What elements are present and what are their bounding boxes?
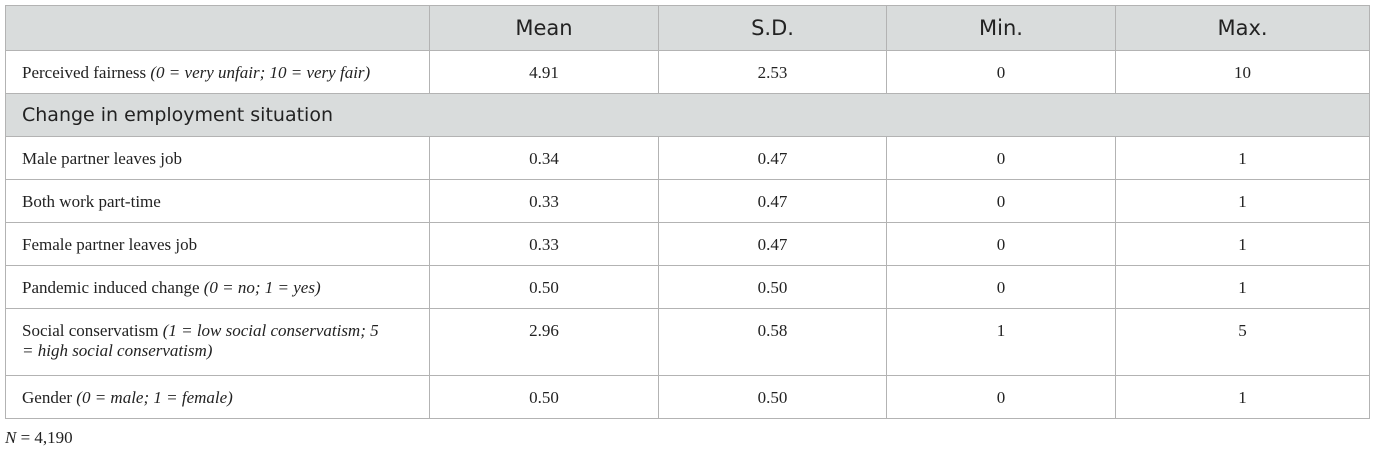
row-label: Both work part-time [5, 179, 430, 223]
row-label-text: Perceived fairness [22, 63, 147, 82]
row-label-note: (0 = no; 1 = yes) [203, 278, 321, 297]
cell-min: 1 [886, 308, 1116, 376]
cell-max: 1 [1115, 375, 1370, 419]
row-label: Gender (0 = male; 1 = female) [5, 375, 430, 419]
row-label-text: Gender [22, 388, 73, 407]
row-label-note: (1 = low social conservatism; 5 [162, 321, 379, 340]
cell-sd: 2.53 [658, 50, 887, 94]
row-label: Male partner leaves job [5, 136, 430, 180]
row-label-text: Pandemic induced change [22, 278, 200, 297]
row-label-note: (0 = male; 1 = female) [76, 388, 233, 407]
cell-mean: 0.33 [429, 222, 659, 266]
table-row: Female partner leaves job 0.33 0.47 0 1 [5, 222, 1370, 266]
cell-min: 0 [886, 179, 1116, 223]
section-label: Change in employment situation [5, 93, 1370, 137]
row-label-note-continued: = high social conservatism) [22, 341, 213, 360]
row-label-note: (0 = very unfair; 10 = very fair) [150, 63, 371, 82]
row-label: Social conservatism (1 = low social cons… [5, 308, 430, 376]
header-max: Max. [1115, 5, 1370, 51]
cell-sd: 0.58 [658, 308, 887, 376]
cell-max: 1 [1115, 265, 1370, 309]
header-row: Mean S.D. Min. Max. [5, 5, 1370, 51]
cell-max: 1 [1115, 222, 1370, 266]
cell-max: 10 [1115, 50, 1370, 94]
cell-max: 5 [1115, 308, 1370, 376]
header-variable [5, 5, 430, 51]
cell-sd: 0.50 [658, 375, 887, 419]
table-row: Gender (0 = male; 1 = female) 0.50 0.50 … [5, 375, 1370, 419]
row-label: Female partner leaves job [5, 222, 430, 266]
table-row: Social conservatism (1 = low social cons… [5, 308, 1370, 376]
cell-mean: 0.34 [429, 136, 659, 180]
cell-min: 0 [886, 136, 1116, 180]
cell-sd: 0.47 [658, 136, 887, 180]
descriptive-statistics-table: Mean S.D. Min. Max. Perceived fairness (… [5, 5, 1370, 419]
cell-min: 0 [886, 375, 1116, 419]
cell-mean: 0.33 [429, 179, 659, 223]
cell-sd: 0.50 [658, 265, 887, 309]
row-label: Perceived fairness (0 = very unfair; 10 … [5, 50, 430, 94]
footnote-value: = 4,190 [16, 428, 73, 447]
row-label-text: Social conservatism [22, 321, 159, 340]
cell-max: 1 [1115, 136, 1370, 180]
table-footnote: N = 4,190 [5, 428, 73, 448]
table-row: Both work part-time 0.33 0.47 0 1 [5, 179, 1370, 223]
cell-sd: 0.47 [658, 222, 887, 266]
cell-mean: 2.96 [429, 308, 659, 376]
header-sd: S.D. [658, 5, 887, 51]
header-mean: Mean [429, 5, 659, 51]
cell-mean: 4.91 [429, 50, 659, 94]
table-row: Male partner leaves job 0.34 0.47 0 1 [5, 136, 1370, 180]
cell-mean: 0.50 [429, 375, 659, 419]
table-wrapper: Mean S.D. Min. Max. Perceived fairness (… [5, 5, 1370, 419]
cell-min: 0 [886, 50, 1116, 94]
footnote-n: N [5, 428, 17, 447]
table-row: Perceived fairness (0 = very unfair; 10 … [5, 50, 1370, 94]
cell-max: 1 [1115, 179, 1370, 223]
section-row: Change in employment situation [5, 93, 1370, 137]
cell-min: 0 [886, 265, 1116, 309]
cell-min: 0 [886, 222, 1116, 266]
header-min: Min. [886, 5, 1116, 51]
table-row: Pandemic induced change (0 = no; 1 = yes… [5, 265, 1370, 309]
cell-sd: 0.47 [658, 179, 887, 223]
cell-mean: 0.50 [429, 265, 659, 309]
row-label: Pandemic induced change (0 = no; 1 = yes… [5, 265, 430, 309]
